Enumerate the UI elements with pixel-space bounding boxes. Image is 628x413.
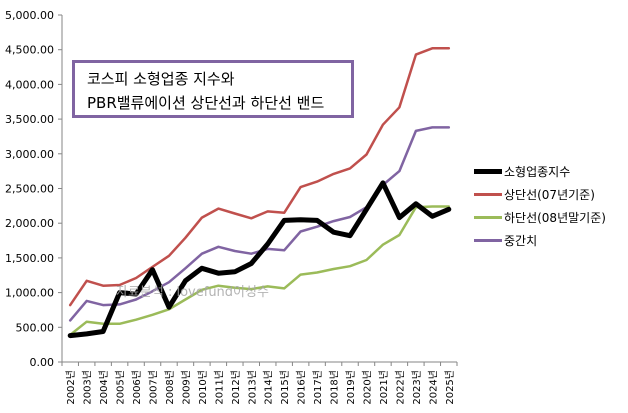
y-tick-label: 3,000.00 — [5, 148, 54, 161]
x-tick-label: 2007년 — [148, 370, 160, 405]
x-tick-label: 2008년 — [164, 370, 176, 405]
series-line — [68, 205, 451, 337]
x-tick-label: 2013년 — [246, 370, 258, 405]
legend-swatch-icon — [474, 239, 502, 242]
legend-label: 중간치 — [504, 234, 538, 248]
x-tick-label: 2019년 — [345, 370, 357, 405]
legend-item-upper-band: 상단선(07년기준) — [474, 183, 628, 206]
x-tick-label: 2024년 — [427, 370, 439, 405]
series-line — [67, 180, 452, 339]
x-tick-label: 2014년 — [263, 370, 275, 405]
x-tick-label: 2006년 — [131, 370, 143, 405]
x-tick-label: 2025년 — [444, 370, 456, 405]
watermark-text: 자료분석 : lovefund이성수 — [116, 285, 269, 300]
chart-title-line-2: PBR밸류에이션 상단선과 하단선 밴드 — [87, 94, 325, 112]
y-tick-label: 1,000.00 — [5, 287, 54, 300]
y-axis: 5,000.00 4,500.00 4,000.00 3,500.00 3,000.00… — [5, 9, 63, 369]
chart-title-box: 코스피 소형업종 지수와 PBR밸류에이션 상단선과 하단선 밴드 — [72, 60, 354, 118]
legend-swatch-icon — [474, 193, 502, 196]
x-tick-label: 2022년 — [394, 370, 406, 405]
chart-legend: 소형업종지수 상단선(07년기준) 하단선(08년말기준) 중간치 — [474, 160, 628, 252]
x-axis: 2002년 2003년 2004년 2005년 2006년 2007년 2008년 2009년… — [61, 361, 458, 405]
y-tick-label: 4,000.00 — [5, 78, 54, 91]
y-tick-label: 2,000.00 — [5, 217, 54, 230]
series-layer — [67, 47, 452, 339]
x-tick-label: 2018년 — [329, 370, 341, 405]
y-tick-label: 4,500.00 — [5, 44, 54, 57]
y-tick-label: 1,500.00 — [5, 252, 54, 265]
legend-label: 상단선(07년기준) — [504, 188, 595, 202]
y-tick-label: 3,500.00 — [5, 113, 54, 126]
legend-item-midpoint: 중간치 — [474, 229, 628, 252]
x-tick-label: 2005년 — [115, 370, 127, 405]
x-tick-label: 2011년 — [213, 370, 225, 405]
chart-title-line-1: 코스피 소형업종 지수와 — [87, 70, 235, 88]
x-tick-label: 2016년 — [296, 370, 308, 405]
legend-item-lower-band: 하단선(08년말기준) — [474, 206, 628, 229]
x-tick-label: 2017년 — [312, 370, 324, 405]
x-tick-label: 2023년 — [411, 370, 423, 405]
x-tick-label: 2003년 — [82, 370, 94, 405]
x-tick-label: 2020년 — [361, 370, 373, 405]
x-tick-label: 2002년 — [65, 370, 77, 405]
x-tick-label: 2010년 — [197, 370, 209, 405]
x-tick-label: 2012년 — [230, 370, 242, 405]
x-tick-label: 2015년 — [279, 370, 291, 405]
legend-label: 하단선(08년말기준) — [504, 211, 606, 225]
legend-swatch-icon — [474, 216, 502, 219]
x-tick-label: 2021년 — [378, 370, 390, 405]
y-tick-label: 500.00 — [16, 321, 55, 334]
x-tick-label: 2009년 — [180, 370, 192, 405]
x-tick-label: 2004년 — [98, 370, 110, 405]
legend-swatch-icon — [474, 169, 502, 174]
legend-item-small-cap-index: 소형업종지수 — [474, 160, 628, 183]
y-tick-label: 5,000.00 — [5, 9, 54, 22]
series-line — [68, 47, 451, 307]
y-tick-label: 2,500.00 — [5, 183, 54, 196]
legend-label: 소형업종지수 — [504, 165, 571, 179]
y-tick-label: 0.00 — [30, 356, 55, 369]
